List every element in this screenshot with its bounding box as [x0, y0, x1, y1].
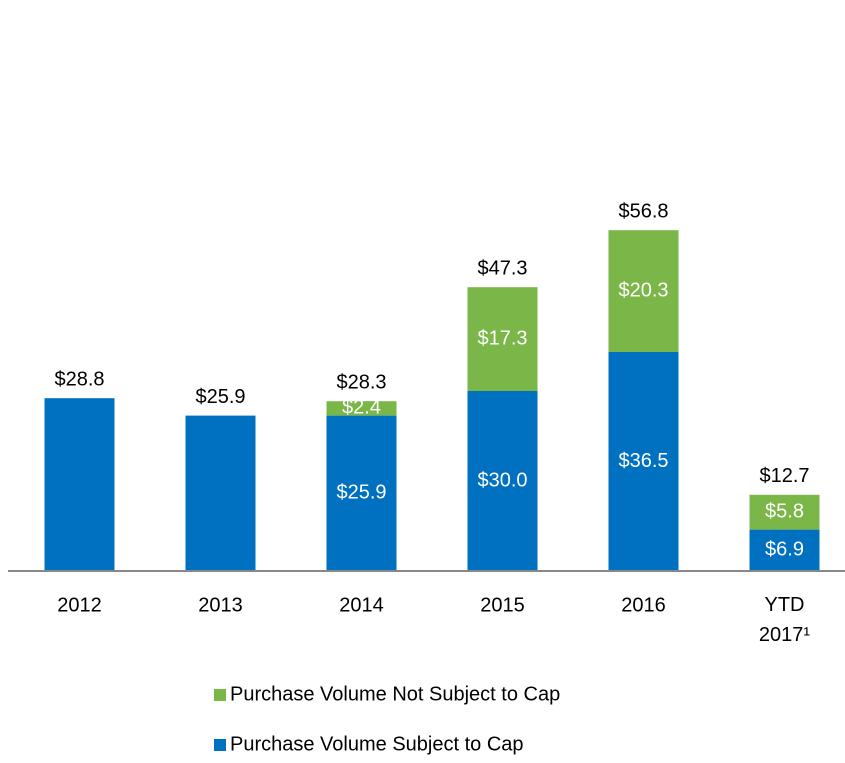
total-label: $28.3 — [336, 371, 386, 393]
bar-value-label: $30.0 — [477, 469, 527, 491]
legend-swatch — [214, 689, 226, 701]
bar-value-label: $6.9 — [765, 539, 804, 561]
bar-segment — [326, 401, 397, 416]
bar-segment — [749, 494, 820, 530]
bar-value-label: $36.5 — [618, 450, 668, 472]
x-tick-label: 2012 — [57, 594, 102, 616]
total-label: $25.9 — [195, 386, 245, 408]
x-tick-label: 2016 — [621, 594, 666, 616]
bar-value-label: $17.3 — [477, 327, 527, 349]
x-tick-label: YTD 2017¹ — [759, 594, 810, 646]
bar-value-label: $5.8 — [765, 500, 804, 522]
total-label: $47.3 — [477, 257, 527, 279]
legend-label: Purchase Volume Not Subject to Cap — [230, 683, 560, 705]
bar-segment — [185, 415, 256, 571]
bar-value-label: $25.9 — [336, 482, 386, 504]
bar-segment — [467, 287, 538, 391]
bar-segment — [326, 415, 397, 571]
legend-label: Purchase Volume Subject to Cap — [230, 733, 524, 755]
bar-value-label: $20.3 — [618, 279, 668, 301]
legend-swatch — [214, 739, 226, 751]
bar-segment — [749, 529, 820, 571]
x-tick-label: 2015 — [480, 594, 525, 616]
bar-segment — [608, 230, 679, 352]
total-label: $12.7 — [759, 465, 809, 487]
total-label: $28.8 — [54, 368, 104, 390]
bar-value-label: $2.4 — [342, 397, 381, 419]
x-tick-label: 2014 — [339, 594, 384, 616]
bar-segment — [44, 398, 115, 571]
bar-segment — [608, 352, 679, 571]
bar-segment — [467, 391, 538, 571]
total-label: $56.8 — [618, 200, 668, 222]
x-tick-label: 2013 — [198, 594, 243, 616]
